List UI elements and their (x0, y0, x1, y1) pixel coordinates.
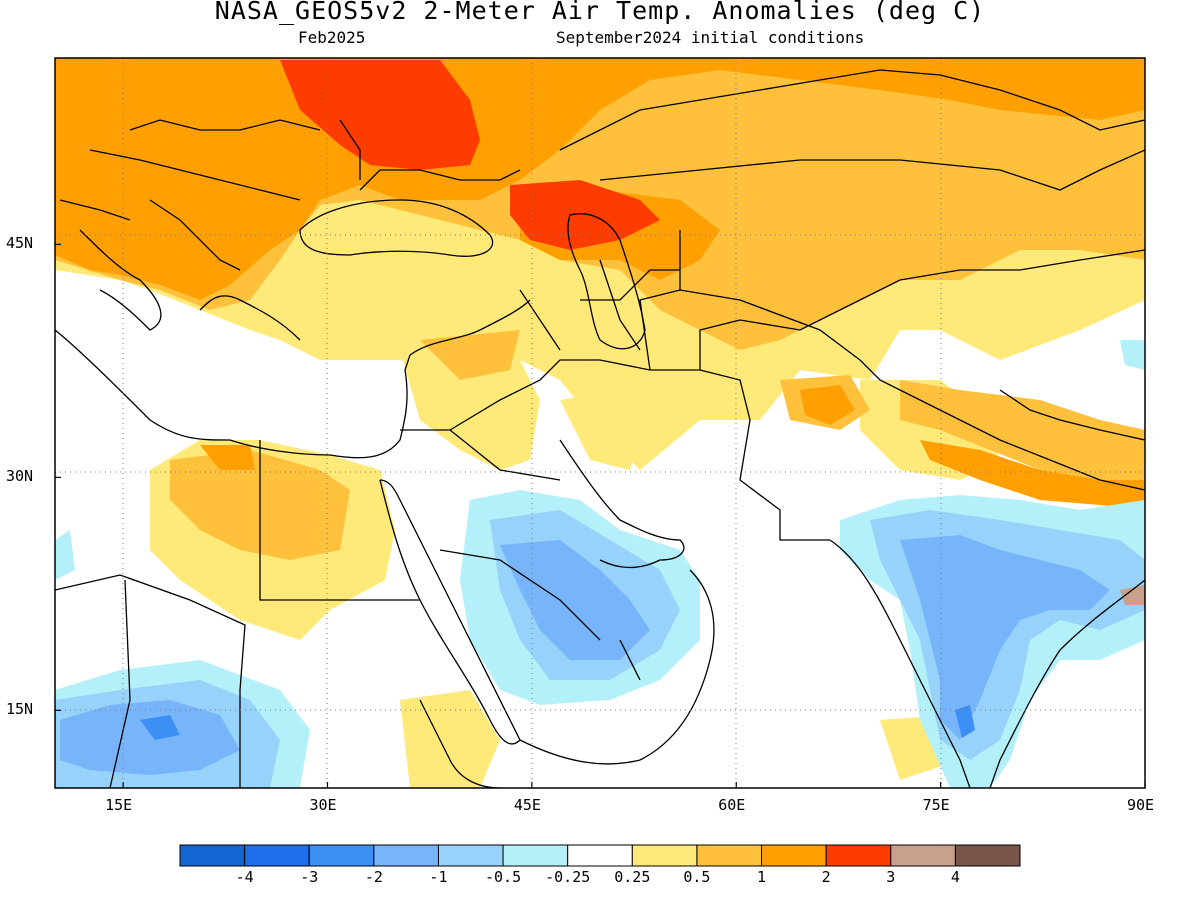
axis-ticks (55, 243, 1146, 788)
legend-swatch (696, 844, 763, 867)
legend-swatch (890, 844, 956, 867)
legend-swatch (308, 844, 375, 867)
coastlines-and-borders (55, 69, 1145, 788)
legend-label: -3 (300, 868, 319, 886)
lon-tick-label: 15E (105, 796, 133, 814)
legend-swatch (437, 844, 504, 867)
lon-tick-label: 60E (718, 796, 746, 814)
legend-label: 4 (950, 868, 960, 886)
color-legend (179, 844, 1021, 867)
lat-tick-label: 15N (6, 700, 34, 719)
legend-swatch (179, 844, 246, 867)
legend-label: -2 (364, 868, 383, 886)
legend-label: -4 (235, 868, 254, 886)
legend-swatch (631, 844, 698, 867)
legend-label: 0.25 (614, 868, 651, 886)
legend-label: -0.5 (485, 868, 522, 886)
map-frame (55, 58, 1145, 788)
map-border (54, 57, 1146, 789)
lon-tick-label: 90E (1127, 796, 1155, 814)
legend-swatch (502, 844, 569, 867)
gridlines (55, 58, 1145, 788)
legend-label: 0.5 (683, 868, 711, 886)
valid-month: Feb2025 (298, 28, 366, 47)
legend-swatch (244, 844, 310, 867)
lon-tick-label: 45E (513, 796, 541, 814)
legend-swatch (825, 844, 892, 867)
map-title: NASA_GEOS5v2 2-Meter Air Temp. Anomalies… (214, 0, 986, 25)
legend-label: 3 (886, 868, 896, 886)
legend-label: 2 (821, 868, 831, 886)
lon-tick-label: 30E (309, 796, 337, 814)
legend-swatch (567, 844, 633, 867)
legend-swatch (373, 844, 439, 867)
legend-swatch (761, 844, 827, 867)
lat-tick-label: 30N (6, 467, 34, 486)
legend-label: 1 (757, 868, 767, 886)
legend-label: -0.25 (545, 868, 591, 886)
lat-tick-label: 45N (6, 234, 34, 253)
legend-label: -1 (429, 868, 448, 886)
legend-swatch (954, 844, 1021, 867)
anomaly-fill (55, 58, 1145, 788)
lon-tick-label: 75E (922, 796, 950, 814)
initial-conditions: September2024 initial conditions (556, 28, 865, 47)
